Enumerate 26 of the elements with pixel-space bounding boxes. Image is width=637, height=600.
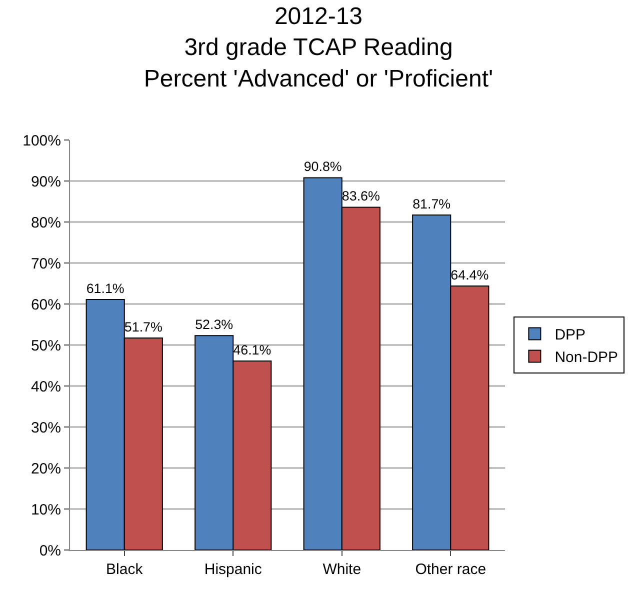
legend-label: DPP [554, 326, 586, 344]
y-tick-label: 10% [30, 501, 61, 518]
data-label: 81.7% [412, 196, 451, 212]
data-label: 64.4% [450, 267, 489, 282]
y-tick-label: 60% [30, 296, 61, 314]
y-tick-label: 70% [30, 255, 61, 272]
y-tick-label: 90% [30, 173, 61, 190]
legend-label: Non-DPP [554, 349, 618, 366]
data-label: 52.3% [195, 316, 234, 332]
x-tick-label: Black [106, 561, 144, 578]
data-label: 83.6% [342, 188, 380, 204]
y-tick-label: 20% [30, 460, 61, 478]
x-tick-label: White [322, 561, 362, 578]
data-label: 51.7% [124, 319, 162, 334]
x-tick-label: Hispanic [204, 561, 262, 578]
y-tick-label: 30% [30, 419, 61, 436]
y-tick-label: 80% [30, 214, 61, 232]
y-tick-label: 40% [30, 378, 61, 396]
y-tick-label: 100% [22, 132, 61, 150]
y-tick-label: 0% [39, 542, 61, 560]
x-tick-label: Other race [415, 561, 486, 578]
data-label: 90.8% [304, 159, 342, 174]
data-label: 61.1% [86, 280, 124, 296]
data-label: 46.1% [233, 342, 272, 358]
chart-title: 2012-13 3rd grade TCAP Reading Percent 'Advanced' or 'Proficient' [144, 3, 494, 92]
y-tick-label: 50% [30, 337, 61, 354]
